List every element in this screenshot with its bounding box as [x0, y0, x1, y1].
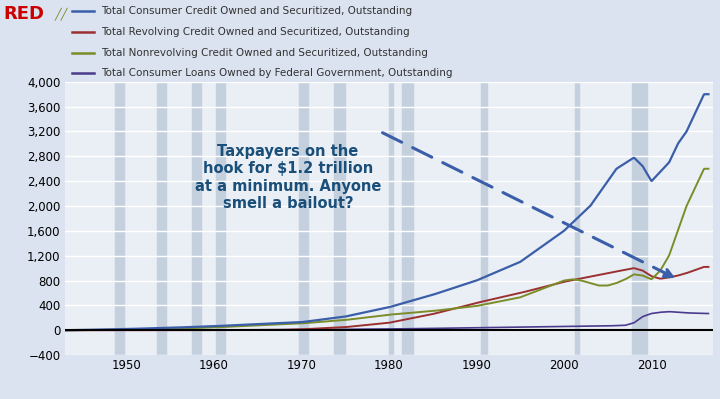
- Bar: [192, 82, 201, 355]
- Bar: [115, 82, 124, 355]
- Text: Taxpayers on the
hook for $1.2 trillion
at a minimum. Anyone
smell a bailout?: Taxpayers on the hook for $1.2 trillion …: [195, 144, 382, 211]
- Bar: [631, 82, 647, 355]
- Bar: [157, 82, 166, 355]
- Bar: [216, 82, 225, 355]
- Text: ╱╱: ╱╱: [54, 8, 68, 20]
- Text: Total Consumer Loans Owned by Federal Government, Outstanding: Total Consumer Loans Owned by Federal Go…: [101, 68, 452, 78]
- Bar: [402, 82, 413, 355]
- Bar: [481, 82, 487, 355]
- Text: RED: RED: [4, 5, 45, 23]
- Bar: [389, 82, 393, 355]
- Bar: [575, 82, 580, 355]
- Text: Total Revolving Credit Owned and Securitized, Outstanding: Total Revolving Credit Owned and Securit…: [101, 27, 410, 37]
- Bar: [334, 82, 345, 355]
- Text: Total Nonrevolving Credit Owned and Securitized, Outstanding: Total Nonrevolving Credit Owned and Secu…: [101, 47, 428, 57]
- Text: Total Consumer Credit Owned and Securitized, Outstanding: Total Consumer Credit Owned and Securiti…: [101, 6, 412, 16]
- Bar: [299, 82, 307, 355]
